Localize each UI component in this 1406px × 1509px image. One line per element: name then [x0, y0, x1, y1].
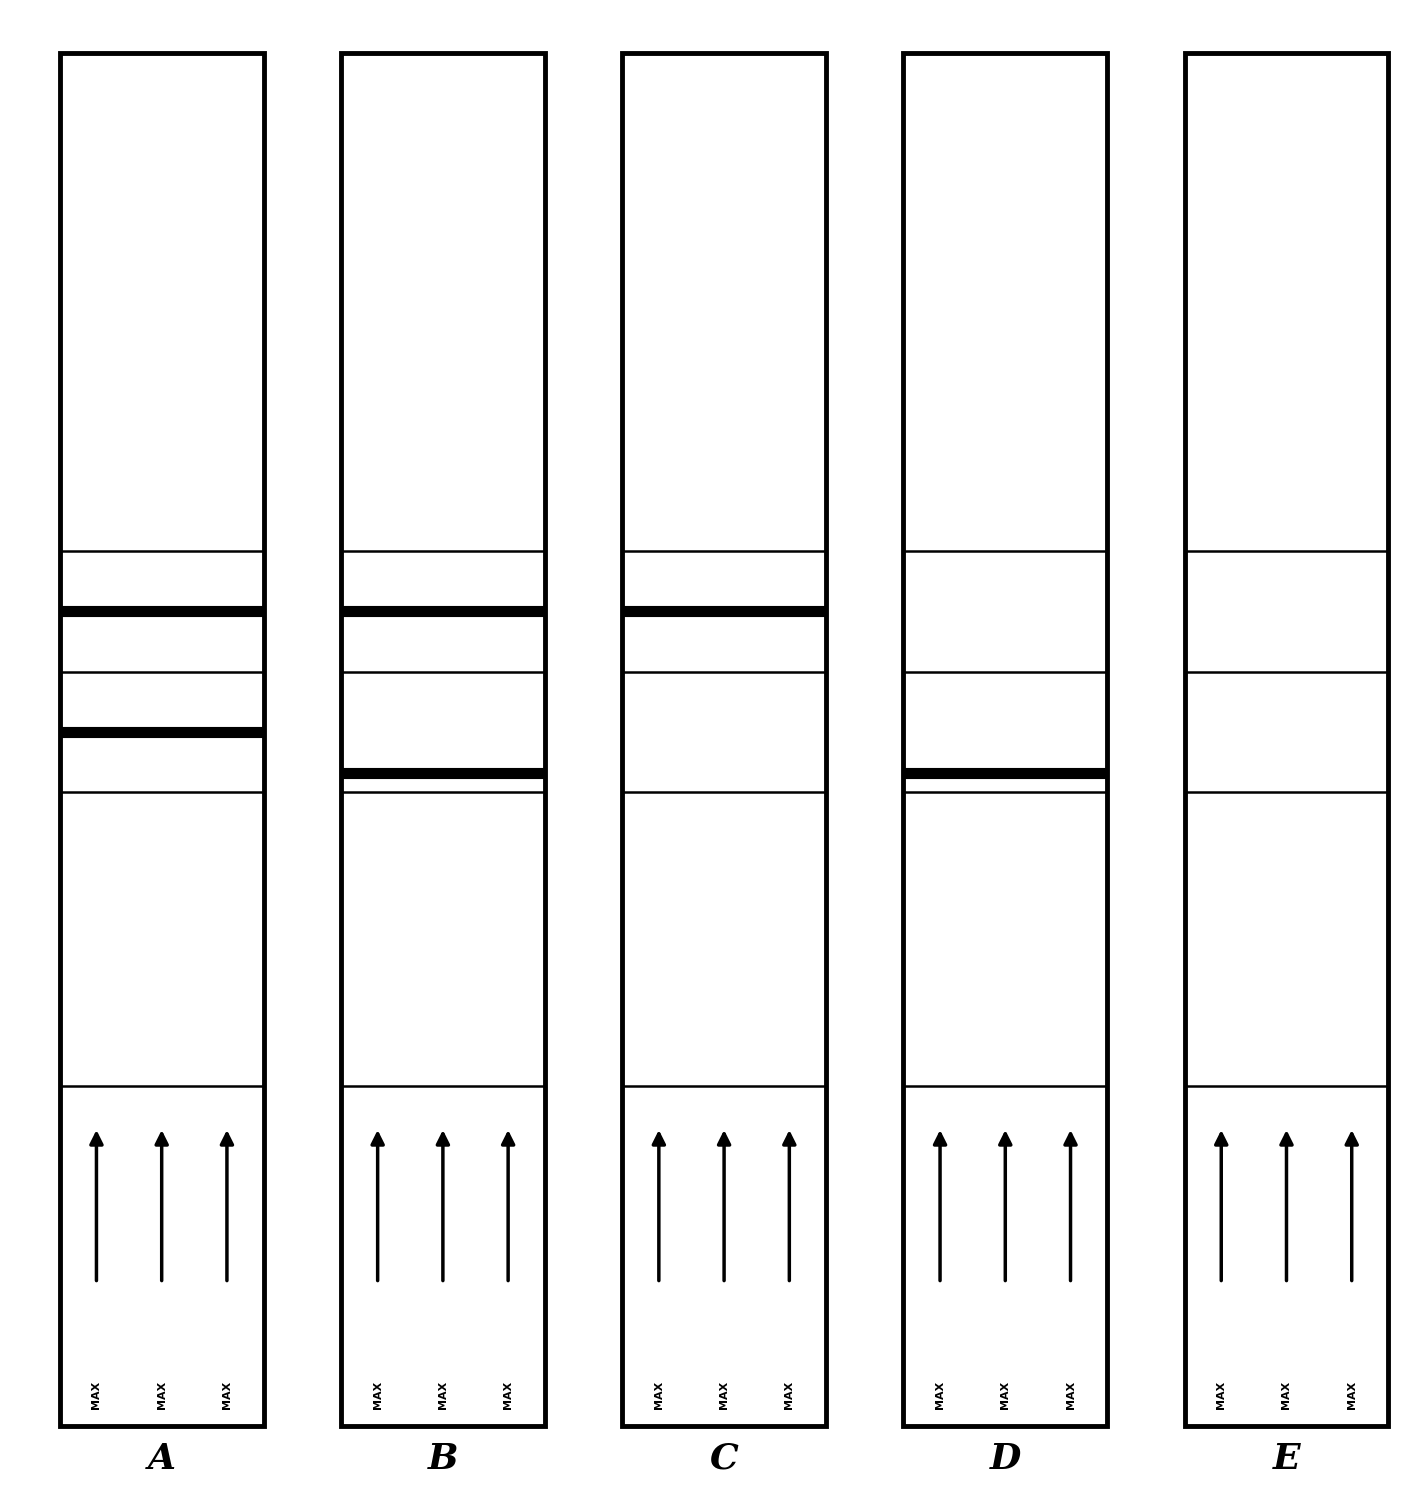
Text: MAX: MAX: [156, 1381, 167, 1409]
Text: MAX: MAX: [222, 1381, 232, 1409]
Text: D: D: [990, 1441, 1021, 1476]
Text: B: B: [427, 1441, 458, 1476]
Text: MAX: MAX: [718, 1381, 730, 1409]
Bar: [1185, 53, 1389, 1426]
Bar: [903, 53, 1108, 1426]
Text: MAX: MAX: [654, 1381, 664, 1409]
Text: C: C: [710, 1441, 738, 1476]
Text: MAX: MAX: [1066, 1381, 1076, 1409]
Text: MAX: MAX: [503, 1381, 513, 1409]
Text: A: A: [148, 1441, 176, 1476]
Text: MAX: MAX: [785, 1381, 794, 1409]
Text: MAX: MAX: [1347, 1381, 1357, 1409]
Bar: [621, 53, 827, 1426]
Bar: [60, 53, 264, 1426]
Text: MAX: MAX: [373, 1381, 382, 1409]
Bar: [340, 53, 544, 1426]
Text: MAX: MAX: [1216, 1381, 1226, 1409]
Text: MAX: MAX: [1281, 1381, 1292, 1409]
Text: MAX: MAX: [935, 1381, 945, 1409]
Text: MAX: MAX: [437, 1381, 449, 1409]
Text: MAX: MAX: [91, 1381, 101, 1409]
Text: MAX: MAX: [1000, 1381, 1011, 1409]
Text: E: E: [1272, 1441, 1301, 1476]
